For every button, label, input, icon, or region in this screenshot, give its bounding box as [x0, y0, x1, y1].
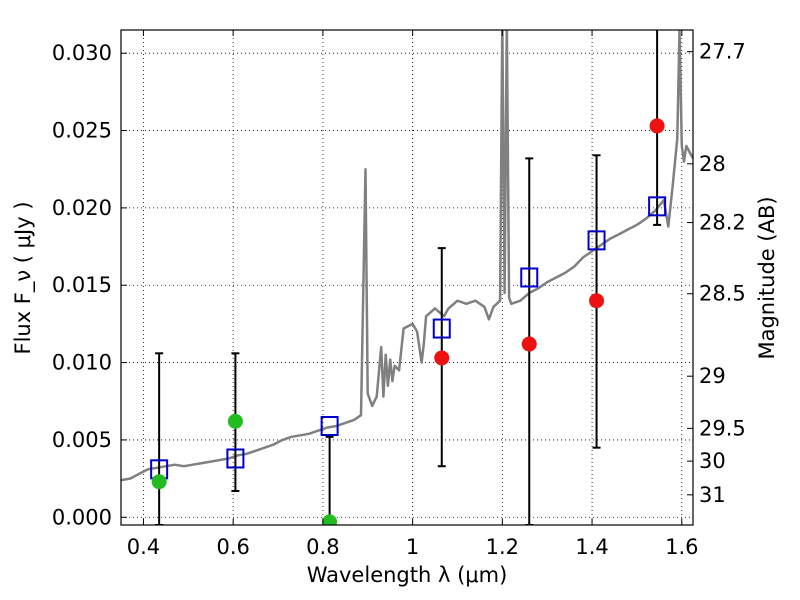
y-axis-label: Flux F_ν ( μJy ) [11, 201, 36, 354]
observed-point [322, 514, 338, 525]
grid [121, 30, 693, 525]
magnitude-tick-label: 29.5 [699, 416, 746, 440]
model-point-square [320, 416, 339, 436]
magnitude-tick-label: 27.7 [699, 40, 746, 64]
observed-point [434, 350, 450, 366]
observed-point [227, 413, 243, 429]
x-tick-label: 0.4 [127, 535, 160, 559]
x-axis-label: Wavelength λ (μm) [307, 563, 508, 587]
x-tick-label: 1.2 [486, 535, 519, 559]
model-point-square [226, 448, 245, 469]
model-point-square [587, 230, 606, 251]
observed-points [151, 118, 665, 525]
model-spectrum-line [121, 30, 693, 482]
model-point-square [648, 196, 667, 217]
observed-point [151, 474, 167, 490]
model-points [150, 196, 667, 480]
y-tick-label: 0.000 [52, 505, 112, 529]
x-tick-label: 0.8 [306, 535, 339, 559]
magnitude-axis-ticks: 27.7 28 28.2 28.5 29 29.5 30 31 [687, 40, 746, 507]
y-tick-label: 0.005 [52, 428, 112, 452]
magnitude-tick-label: 28 [699, 152, 726, 176]
x-tick-label: 1 [406, 535, 419, 559]
model-point-square [520, 267, 539, 288]
plot-frame [120, 29, 694, 526]
observed-point [589, 293, 605, 309]
magnitude-axis-label: Magnitude (AB) [755, 196, 779, 359]
x-tick-label: 0.6 [216, 535, 249, 559]
x-axis-ticks: 0.4 0.6 0.8 1 1.2 1.4 1.6 [127, 30, 698, 559]
y-axis-ticks: 0.000 0.005 0.010 0.015 0.020 0.025 0.030 [52, 41, 127, 529]
y-tick-label: 0.010 [52, 351, 112, 375]
y-tick-label: 0.015 [52, 273, 112, 297]
observed-point [649, 118, 665, 134]
model-point-square [432, 318, 451, 339]
y-tick-label: 0.020 [52, 196, 112, 220]
y-tick-label: 0.030 [52, 41, 112, 65]
magnitude-tick-label: 31 [699, 483, 726, 507]
magnitude-tick-label: 28.2 [699, 211, 746, 235]
x-tick-label: 1.4 [575, 535, 608, 559]
model-spectrum [121, 30, 693, 482]
observed-point [521, 336, 537, 352]
magnitude-tick-label: 28.5 [699, 282, 746, 306]
y-tick-label: 0.025 [52, 119, 112, 143]
magnitude-tick-label: 30 [699, 449, 726, 473]
magnitude-tick-label: 29 [699, 364, 726, 388]
x-tick-label: 1.6 [665, 535, 698, 559]
